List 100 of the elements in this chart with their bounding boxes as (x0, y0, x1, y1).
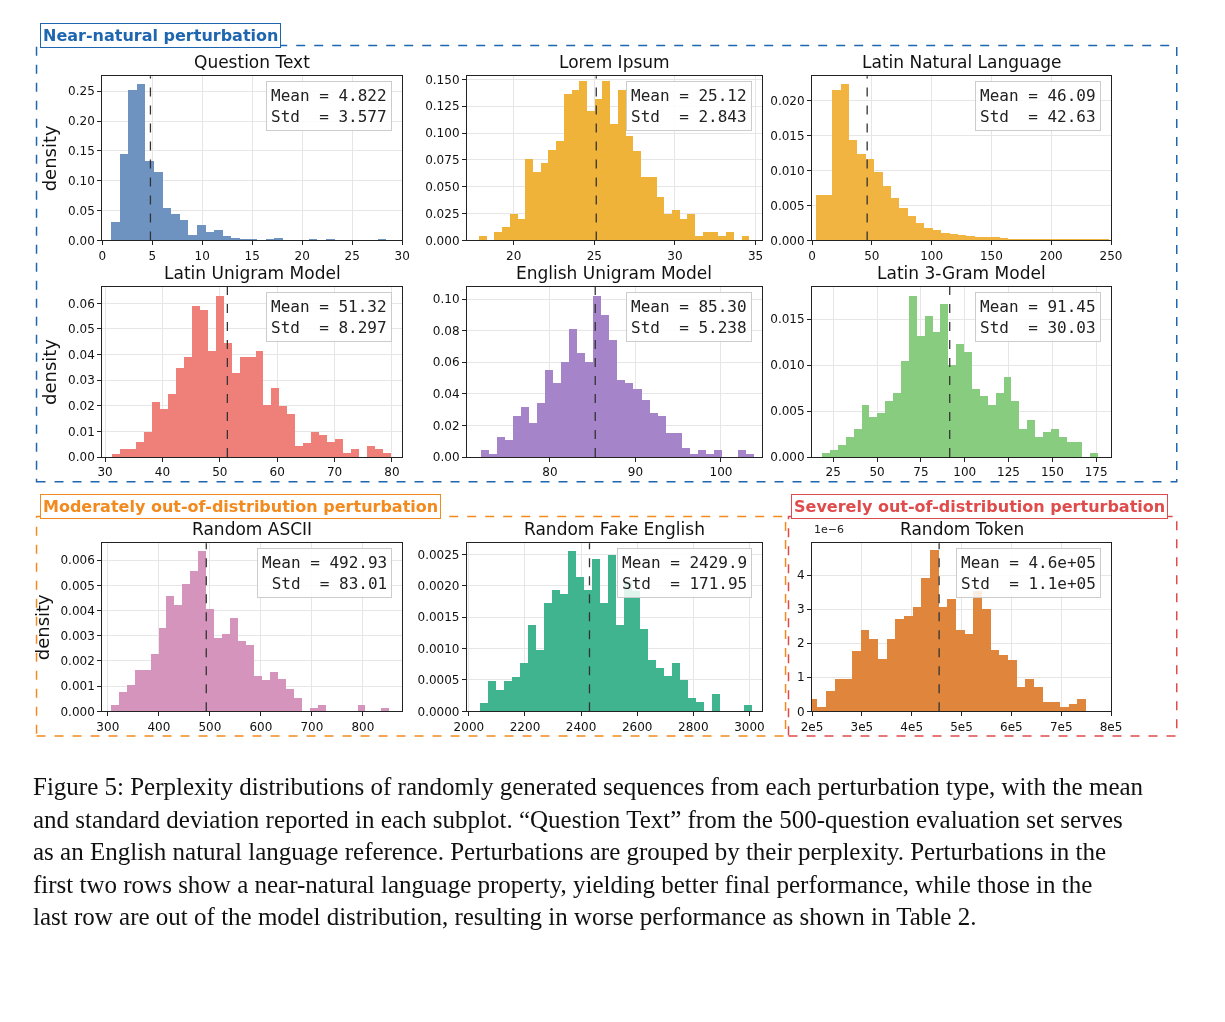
y-tick-label: 0.125 (425, 99, 460, 114)
x-tick-label: 25 (586, 248, 602, 263)
chart-title: English Unigram Model (516, 263, 712, 283)
y-tick-label: 0.100 (425, 126, 460, 141)
y-axis-title: density (31, 593, 53, 661)
x-tick-label: 30 (97, 465, 113, 480)
x-tick-label: 2400 (565, 719, 597, 734)
x-tick-label: 60 (269, 465, 285, 480)
y-tick-label: 1 (796, 670, 805, 685)
x-tick-label: 25 (344, 248, 360, 263)
y-tick-label: 2 (796, 636, 805, 651)
annotation: Mean = 4.6e+05 Std = 1.1e+05 (961, 553, 1096, 593)
y-tick-label: 0.02 (432, 418, 460, 433)
x-tick-label: 125 (997, 465, 1020, 480)
text: Severely out-of-distribution perturbation (794, 497, 1166, 516)
y-tick-label: 0.015 (770, 312, 805, 327)
y-tick-label: 0.0020 (417, 579, 460, 593)
y-tick-label: 0.00 (68, 233, 95, 248)
y-tick-label: 0.050 (425, 179, 460, 194)
x-tick-label: 80 (542, 465, 558, 480)
y-tick-label: 0.0025 (417, 547, 460, 562)
x-tick-label: 150 (979, 248, 1003, 263)
x-tick-label: 200 (1039, 248, 1063, 263)
x-tick-label: 75 (913, 465, 929, 480)
y-tick-label: 0.075 (425, 153, 460, 168)
chart-title: Random Token (900, 519, 1025, 539)
annotation: Mean = 4.822 Std = 3.577 (271, 86, 387, 126)
y-tick-label: 0.000 (770, 233, 805, 248)
y-tick-label: 0.0010 (417, 641, 460, 656)
x-tick-label: 70 (326, 465, 343, 480)
y-tick-label: 0.025 (425, 206, 460, 221)
y-tick-label: 0.005 (770, 198, 805, 213)
x-tick-label: 2800 (678, 719, 709, 734)
x-tick-label: 3e5 (850, 719, 874, 734)
x-tick-label: 700 (300, 719, 324, 734)
y-tick-label: 0.15 (68, 144, 95, 159)
annotation: Mean = 492.93 Std = 83.01 (262, 553, 388, 593)
y-tick-label: 0.004 (60, 603, 95, 618)
chart-title: Question Text (194, 52, 311, 72)
y-tick-label: 0.005 (60, 578, 95, 593)
x-tick-label: 50 (212, 465, 228, 480)
x-tick-label: 50 (864, 248, 880, 263)
y-tick-label: 0.000 (425, 233, 460, 248)
x-tick-label: 20 (294, 248, 310, 263)
x-tick-label: 35 (747, 248, 764, 263)
caption: Figure 5: Perplexity distributions of randomly generated sequences from each perturbation type, with the mean and standard deviation reported in each subplot. “Question Text” from the 500-question evaluation set serves as an English natural language reference. Perturbations are grouped by their perplexity. Perturbations in the first two rows show a near-natural language property, yielding better final performance, while those in the last row are out of the model distribution, resulting in worse performance as shown in Table 2. (33, 773, 1144, 930)
chart-title: Latin Natural Language (862, 52, 1062, 72)
x-tick-label: 6e5 (1000, 719, 1023, 734)
text: Near-natural perturbation (43, 26, 279, 45)
text: 1e−6 (814, 523, 844, 536)
y-tick-label: 0.150 (425, 72, 460, 87)
x-tick-label: 5e5 (950, 719, 973, 734)
x-tick-label: 15 (244, 248, 260, 263)
y-tick-label: 0.000 (770, 450, 805, 465)
chart-title: Random Fake English (524, 519, 705, 539)
y-tick-label: 0.001 (60, 679, 95, 694)
y-tick-label: 0.010 (770, 163, 805, 178)
y-axis-title: density (39, 338, 61, 405)
x-tick-label: 80 (384, 465, 400, 480)
y-tick-label: 0 (796, 704, 805, 719)
y-tick-label: 0.003 (60, 628, 95, 643)
y-tick-label: 0.01 (68, 424, 95, 439)
chart-title: Latin Unigram Model (164, 263, 341, 283)
x-tick-label: 20 (506, 248, 522, 263)
x-tick-label: 30 (394, 248, 410, 263)
y-tick-label: 0.000 (60, 704, 95, 719)
x-tick-label: 8e5 (1099, 719, 1123, 734)
y-tick-label: 0.20 (68, 114, 95, 129)
y-tick-label: 0.006 (60, 553, 95, 568)
x-tick-label: 0 (98, 248, 107, 263)
x-tick-label: 100 (953, 465, 977, 480)
y-tick-label: 0.015 (770, 128, 805, 143)
x-tick-label: 600 (249, 719, 273, 734)
y-tick-label: 0.0000 (417, 704, 460, 719)
y-tick-label: 0.06 (68, 296, 95, 311)
y-tick-label: 0.06 (432, 355, 460, 370)
annotation: Mean = 25.12 Std = 2.843 (631, 86, 747, 126)
y-tick-label: 3 (796, 602, 805, 617)
y-tick-label: 4 (796, 568, 805, 583)
y-tick-label: 0.10 (432, 292, 460, 307)
x-tick-label: 100 (709, 465, 733, 480)
x-tick-label: 2000 (453, 719, 485, 734)
x-tick-label: 100 (920, 248, 944, 263)
y-tick-label: 0.05 (68, 203, 95, 218)
x-tick-label: 2200 (509, 719, 541, 734)
x-tick-label: 250 (1099, 248, 1123, 263)
y-tick-label: 0.02 (68, 399, 95, 414)
y-tick-label: 0.010 (770, 358, 805, 373)
y-tick-label: 0.25 (68, 84, 95, 99)
y-tick-label: 0.0015 (417, 610, 460, 625)
x-tick-label: 10 (194, 248, 210, 263)
annotation: Mean = 85.30 Std = 5.238 (631, 297, 747, 337)
annotation: Mean = 51.32 Std = 8.297 (271, 297, 387, 337)
x-tick-label: 5 (148, 248, 157, 263)
x-tick-label: 0 (808, 248, 816, 263)
y-tick-label: 0.04 (432, 387, 460, 402)
x-tick-label: 4e5 (900, 719, 924, 734)
x-tick-label: 300 (96, 719, 120, 734)
annotation: Mean = 2429.9 Std = 171.95 (622, 553, 748, 593)
text: Moderately out-of-distribution perturbation (43, 497, 439, 516)
